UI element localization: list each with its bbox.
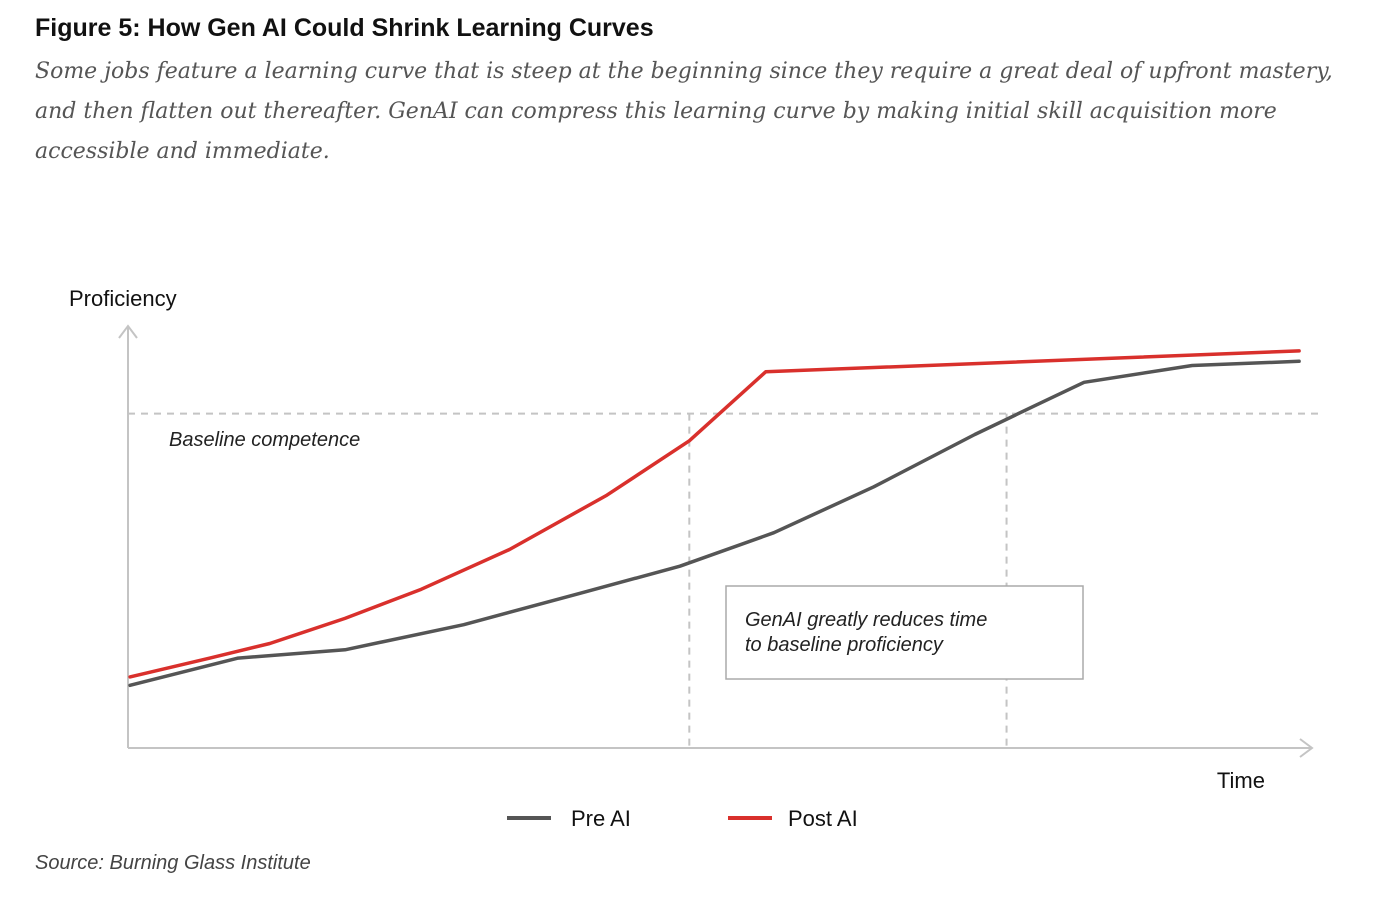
legend: Pre AI Post AI	[507, 806, 858, 831]
source-note: Source: Burning Glass Institute	[35, 852, 311, 874]
annotation-line-2: to baseline proficiency	[745, 634, 944, 656]
legend-label-post-ai: Post AI	[788, 806, 858, 831]
x-axis-arrow-icon	[1299, 738, 1314, 758]
annotation-line-1: GenAI greatly reduces time	[745, 609, 987, 631]
annotation-box	[725, 585, 1084, 680]
series-line-post-ai	[128, 349, 1301, 679]
legend-label-pre-ai: Pre AI	[571, 806, 631, 831]
x-axis-label: Time	[1217, 768, 1265, 793]
chart-subtitle: Some jobs feature a learning curve that …	[35, 59, 1333, 164]
chart-title: Figure 5: How Gen AI Could Shrink Learni…	[35, 14, 654, 42]
y-axis-arrow-icon	[118, 324, 138, 339]
axes	[118, 324, 1314, 758]
y-axis-label: Proficiency	[69, 286, 177, 311]
baseline-label: Baseline competence	[169, 429, 360, 451]
series-line-pre-ai	[128, 359, 1301, 688]
